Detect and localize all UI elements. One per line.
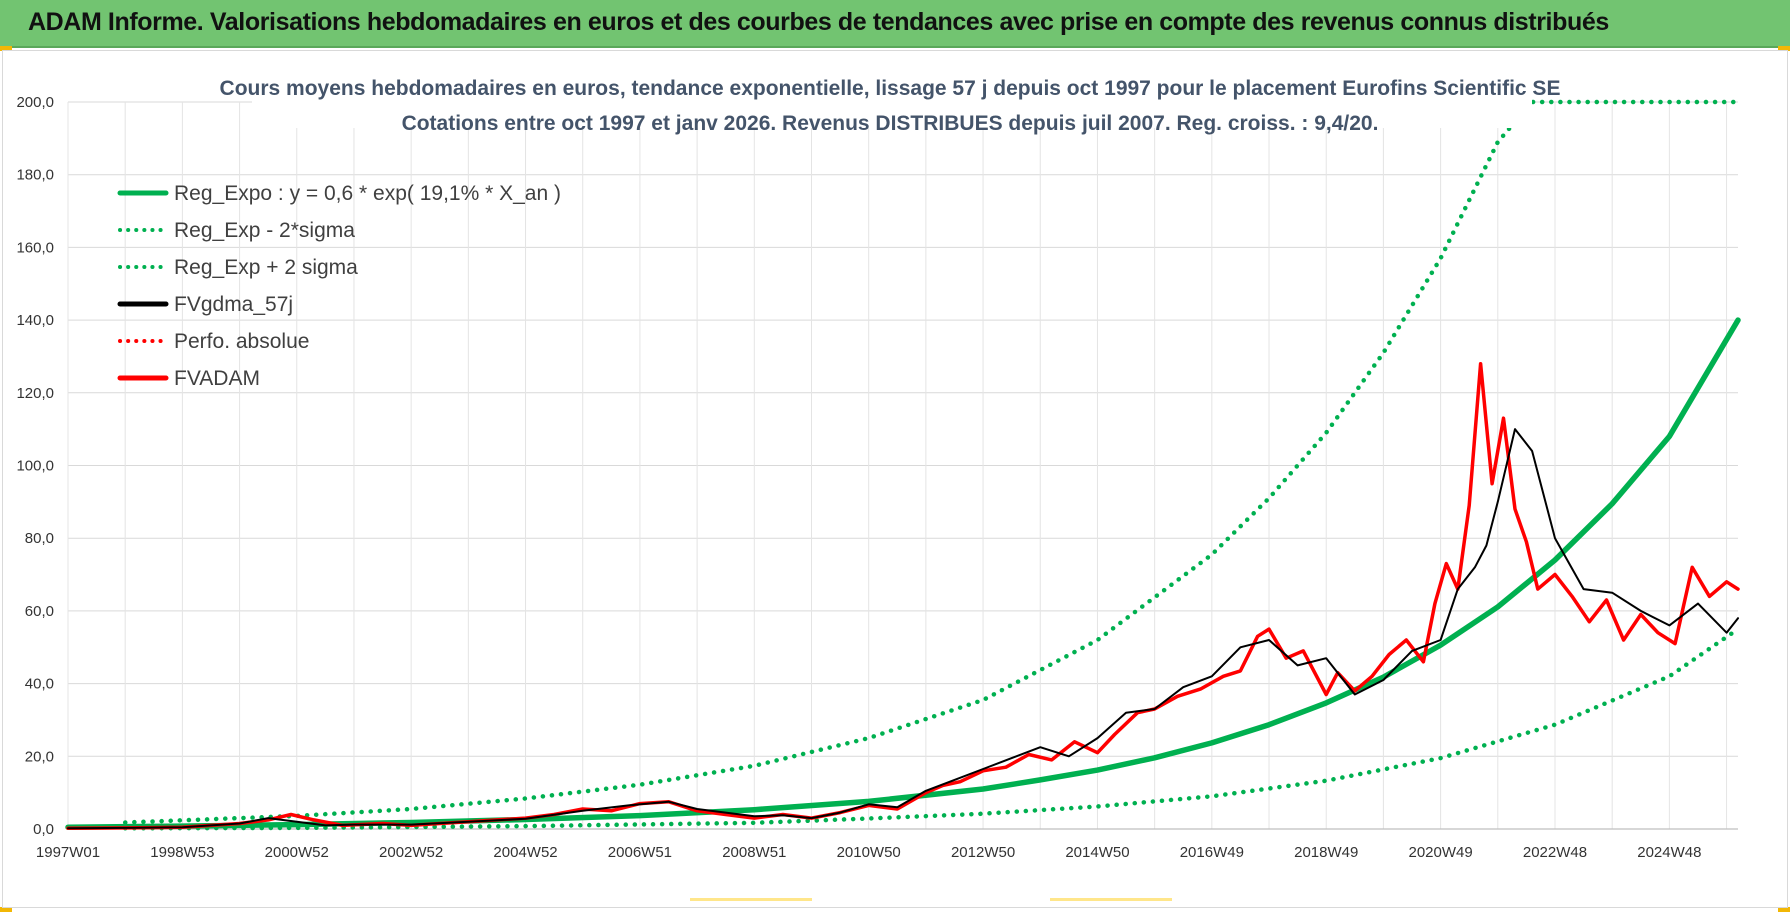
x-tick-label: 2006W51 [608,844,672,861]
x-tick-label: 2010W50 [837,844,901,861]
series-line-reg-exp-2-sigma [122,99,1741,825]
y-axis-labels: 0,0 20,0 40,0 60,0 80,0 100,0 120,0 140,0 160,0 1… [16,94,54,838]
x-tick-label: 2020W49 [1408,844,1472,861]
y-tick-label: 0,0 [33,821,54,838]
x-tick-label: 2004W52 [493,844,557,861]
x-tick-label: 2000W52 [265,844,329,861]
y-tick-label: 120,0 [16,385,54,402]
legend-label: Perfo. absolue [174,330,309,353]
selection-handle[interactable] [690,898,812,901]
x-tick-label: 2024W48 [1637,844,1701,861]
x-tick-label: 2016W49 [1180,844,1244,861]
series-line-reg-expo-y-0-6-exp-19-1-x-an- [65,317,1741,830]
y-tick-label: 20,0 [25,748,54,765]
y-tick-label: 200,0 [16,94,54,111]
title-background [252,64,1532,128]
corner-mark [0,46,12,51]
chart: 0,0 20,0 40,0 60,0 80,0 100,0 120,0 140,0 160,0 1… [16,64,1741,861]
report-title: ADAM Informe. Valorisations hebdomadaire… [28,8,1609,36]
x-tick-label: 2002W52 [379,844,443,861]
x-tick-label: 2018W49 [1294,844,1358,861]
y-tick-label: 80,0 [25,530,54,547]
x-tick-label: 2012W50 [951,844,1015,861]
y-tick-label: 100,0 [16,458,54,475]
selection-handle[interactable] [1050,898,1172,901]
y-tick-label: 180,0 [16,167,54,184]
chart-title-line1: Cours moyens hebdomadaires en euros, ten… [220,77,1561,100]
series-line-reg-exp-2-sigma [122,626,1741,831]
x-axis-labels: 1997W01 1998W53 2000W52 2002W52 2004W52 2006W… [36,844,1702,861]
legend-label: Reg_Exp - 2*sigma [174,219,355,242]
chart-frame [2,50,1788,908]
series-layer [65,99,1741,831]
grid-lines [67,101,1738,830]
corner-mark [1778,46,1790,51]
y-tick-label: 140,0 [16,312,54,329]
y-tick-label: 160,0 [16,239,54,256]
y-tick-label: 60,0 [25,603,54,620]
legend-label: FVgdma_57j [174,293,293,316]
x-tick-label: 1997W01 [36,844,100,861]
legend-label: FVADAM [174,367,260,390]
x-tick-label: 2022W48 [1523,844,1587,861]
y-tick-label: 40,0 [25,676,54,693]
series-line-fvgdma-57j [67,428,1739,830]
corner-mark [1778,907,1790,912]
x-tick-label: 2008W51 [722,844,786,861]
legend: Reg_Expo : y = 0,6 * exp( 19,1% * X_an )… [117,182,561,390]
legend-label: Reg_Exp + 2 sigma [174,256,358,279]
report-header: ADAM Informe. Valorisations hebdomadaire… [0,0,1790,48]
corner-mark [0,907,12,912]
x-tick-label: 2014W50 [1065,844,1129,861]
series-line-fvadam [66,361,1740,831]
chart-title-line2: Cotations entre oct 1997 et janv 2026. R… [402,112,1379,135]
legend-label: Reg_Expo : y = 0,6 * exp( 19,1% * X_an ) [174,182,561,205]
x-tick-label: 1998W53 [150,844,214,861]
